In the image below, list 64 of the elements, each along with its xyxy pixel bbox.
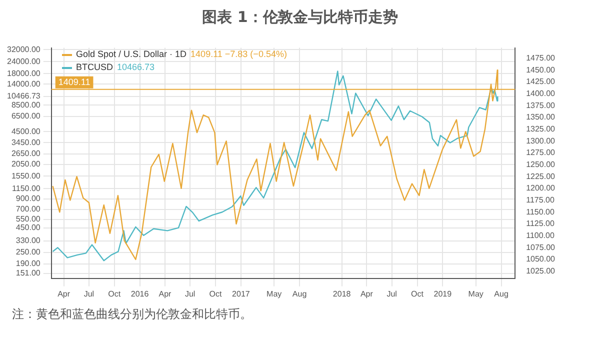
y-tick-label: 550.00 [16, 214, 41, 224]
x-tick-label: Oct [108, 289, 122, 298]
legend-label: Gold Spot / U.S. Dollar · 1D [76, 48, 187, 61]
legend-label: BTCUSD [76, 61, 114, 74]
y-tick-label: 450.00 [16, 223, 41, 232]
y2-tick-label: 1150.00 [526, 207, 555, 216]
x-tick-label: Oct [411, 289, 424, 298]
y2-tick-label: 1075.00 [526, 242, 556, 252]
y-tick-label: 1150.00 [12, 184, 41, 193]
y-tick-label: 18000.00 [6, 68, 41, 78]
y-tick-label: 190.00 [16, 259, 41, 268]
y2-tick-label: 1100.00 [526, 230, 555, 240]
y2-tick-label: 1425.00 [526, 77, 556, 86]
y-tick-label: 14000.00 [6, 79, 41, 88]
text: 注：黄色和蓝色曲线分别为伦敦金和比特币。 [12, 306, 252, 323]
annotation: 10466.73 [117, 61, 155, 74]
y2-tick-label: 1025.00 [526, 266, 556, 276]
x-tick-label: 2019 [434, 289, 452, 298]
x-tick-label: 2018 [332, 289, 352, 298]
y-tick-label: 24000.00 [6, 56, 41, 66]
y2-tick-label: 1225.00 [526, 172, 556, 181]
x-tick-label: 2016 [130, 289, 150, 298]
y-tick-label: 700.00 [16, 204, 41, 214]
y2-tick-label: 1250.00 [526, 160, 556, 169]
x-tick-label: Jul [386, 289, 398, 298]
y2-tick-label: 1450.00 [526, 65, 556, 74]
y2-tick-label: 1300.00 [526, 136, 556, 146]
x-tick-label: 2017 [232, 289, 250, 298]
x-tick-label: Jul [84, 289, 94, 298]
y2-tick-label: 1200.00 [526, 184, 556, 193]
y2-tick-label: 1275.00 [526, 148, 556, 158]
x-tick-label: Apr [58, 289, 70, 298]
y2-tick-label: 1400.00 [526, 88, 556, 98]
annotation: 1409.11 −7.83 (−0.54%) [190, 48, 287, 61]
x-tick-label: Aug [292, 289, 307, 298]
y-tick-label: 250.00 [16, 248, 41, 257]
y2-tick-label: 1350.00 [526, 112, 556, 122]
x-tick-label: May [266, 289, 282, 298]
y2-tick-label: 1375.00 [526, 100, 556, 110]
y2-tick-label: 1175.00 [526, 195, 555, 204]
x-tick-label: Aug [494, 289, 508, 298]
chart-title: 图表 1：伦敦金与比特币走势 [201, 8, 399, 27]
y2-tick-label: 1125.00 [526, 219, 555, 228]
ref-line-label: 1409.11 [58, 76, 90, 87]
x-tick-label: May [468, 289, 484, 298]
y2-tick-label: 1325.00 [526, 124, 556, 134]
y-tick-label: 4500.00 [11, 126, 41, 136]
y-tick-label: 330.00 [16, 236, 41, 245]
y-tick-label: 6500.00 [11, 111, 41, 120]
y-tick-label: 900.00 [16, 194, 41, 204]
y-tick-label: 32000.00 [6, 44, 41, 54]
x-tick-label: Oct [209, 289, 223, 298]
y-tick-label: 2650.00 [11, 148, 41, 158]
y2-tick-label: 1475.00 [526, 53, 556, 62]
y-tick-label: 151.00 [16, 268, 41, 278]
y-tick-label: 3450.00 [11, 138, 41, 147]
y-tick-label: 1550.00 [11, 171, 41, 180]
y2-tick-label: 1050.00 [526, 254, 556, 264]
x-tick-label: Jul [184, 289, 196, 298]
x-tick-label: Apr [360, 289, 374, 298]
y-tick-label: 2050.00 [11, 160, 41, 169]
y-tick-label: 8500.00 [11, 100, 41, 110]
x-tick-label: Apr [158, 289, 172, 298]
y-tick-label: 10466.73 [6, 92, 41, 101]
